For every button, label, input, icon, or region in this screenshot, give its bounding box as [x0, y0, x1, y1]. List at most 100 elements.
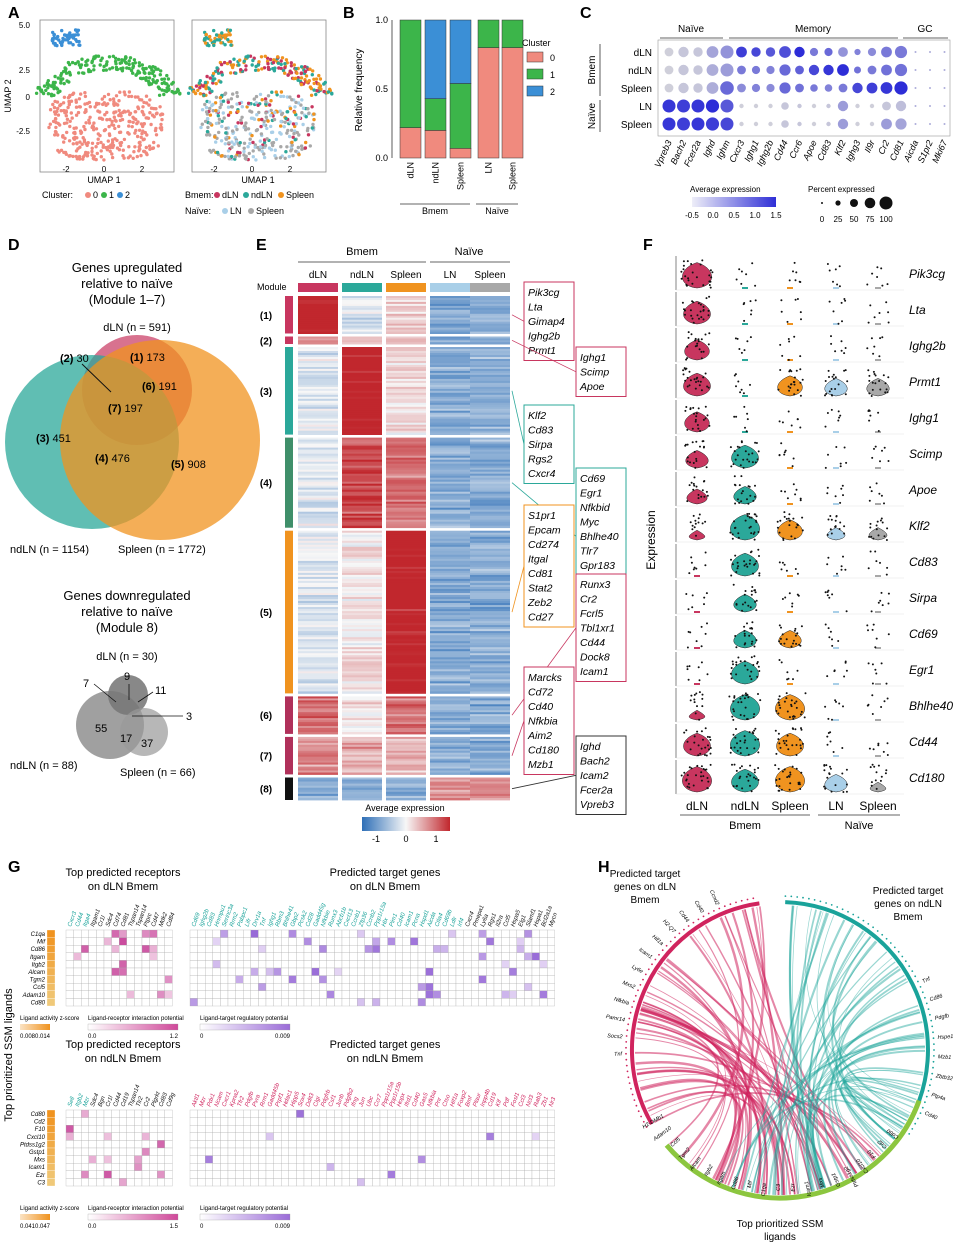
target-cell — [547, 998, 555, 1007]
violin-point — [875, 482, 878, 485]
violin-point — [869, 304, 872, 307]
umap-point — [212, 28, 216, 33]
violin-point — [756, 662, 759, 665]
heat-cell — [470, 789, 510, 793]
violin-point — [885, 682, 888, 685]
target-cell — [235, 1125, 244, 1133]
target-cell — [509, 937, 517, 946]
target-cell — [357, 990, 365, 999]
umap-point — [262, 155, 267, 160]
umap-point — [59, 78, 63, 83]
umap-point — [70, 116, 74, 120]
violin-point — [832, 280, 834, 283]
heat-cell — [470, 361, 510, 364]
dot — [706, 64, 719, 76]
target-cell — [372, 937, 381, 946]
legend-pct-dot — [835, 200, 841, 206]
receptor-cell — [126, 975, 135, 984]
target-cell — [220, 1170, 229, 1179]
violin-point — [775, 710, 778, 712]
heat-cell — [386, 469, 426, 473]
receptor-cell — [65, 1132, 74, 1141]
umap-point — [74, 113, 79, 117]
receptor-cell — [65, 1155, 74, 1164]
umap-point — [297, 116, 301, 120]
umap-point — [34, 91, 39, 96]
violin-point — [688, 665, 691, 668]
heat-cell — [470, 325, 510, 328]
heat-cell — [298, 321, 338, 325]
violin-point — [841, 772, 844, 775]
heat-cell — [430, 738, 470, 742]
heat-cell — [386, 631, 426, 634]
receptor-cell — [157, 1147, 165, 1156]
receptor-cell — [73, 998, 82, 1007]
umap-point — [92, 154, 96, 158]
violin-point — [839, 521, 842, 524]
dot — [943, 51, 946, 53]
violin-point — [839, 462, 842, 465]
umap-point — [155, 111, 159, 115]
receptor-cell — [65, 1125, 74, 1133]
heat-cell — [342, 384, 382, 388]
violin-point — [793, 335, 796, 338]
umap-point — [203, 119, 208, 124]
target-cell — [243, 929, 251, 938]
heat-cell — [470, 495, 510, 499]
receptor-cell — [134, 1163, 143, 1171]
umap-point — [72, 131, 76, 135]
violin-point — [755, 639, 758, 642]
heat-cell — [342, 641, 382, 644]
heat-cell — [342, 643, 382, 646]
target-cell — [463, 975, 472, 984]
heat-cell — [342, 307, 382, 311]
violin-point — [887, 460, 890, 462]
gene-label: Tbl1xr1 — [580, 623, 615, 635]
violin-point — [739, 464, 742, 467]
heat-cell — [298, 463, 338, 467]
target-label: Pcsk2 — [298, 910, 309, 928]
target-cell — [334, 952, 343, 961]
receptor-cell — [157, 990, 165, 999]
heat-cell — [386, 475, 426, 479]
heat-cell — [342, 392, 382, 396]
violin-point — [782, 537, 785, 540]
heat-cell — [470, 752, 510, 756]
violin-point — [783, 453, 786, 456]
heat-cell — [470, 519, 510, 523]
violin-point — [691, 606, 694, 609]
gene-box-connector — [511, 314, 525, 322]
violin-point — [693, 735, 696, 738]
dot — [781, 120, 789, 128]
violin-point — [685, 593, 688, 595]
receptor-cell — [103, 990, 112, 999]
region-label: (6) 191 — [142, 381, 177, 393]
heat-cell — [342, 657, 382, 660]
target-cell — [303, 1140, 312, 1149]
target-cell — [501, 945, 510, 953]
xtick: 2 — [140, 165, 145, 174]
target-label: Lifr — [244, 917, 253, 928]
target-cell — [288, 990, 297, 999]
target-cell — [486, 937, 495, 946]
heat-cell — [470, 370, 510, 374]
receptor-cell — [141, 983, 150, 991]
heat-cell — [430, 309, 470, 313]
umap-point — [234, 124, 238, 129]
ligand-grid-top: C1qaMifCd86ItgamItgb2AlcamTgm2Ccl5Adam10… — [22, 901, 560, 1007]
umap-point — [111, 97, 116, 101]
heat-cell — [386, 655, 426, 658]
target-cell — [281, 937, 289, 946]
heat-cell — [342, 463, 382, 467]
target-label: Prpf1 — [275, 1092, 286, 1108]
heat-cell — [342, 661, 382, 664]
dot — [894, 63, 908, 77]
heat-cell — [470, 305, 510, 309]
violin-point — [800, 727, 802, 730]
target-cell — [539, 960, 548, 969]
heat-cell — [342, 730, 382, 733]
violin-point — [737, 656, 740, 659]
umap-point — [77, 154, 82, 159]
heat-cell — [430, 593, 470, 596]
